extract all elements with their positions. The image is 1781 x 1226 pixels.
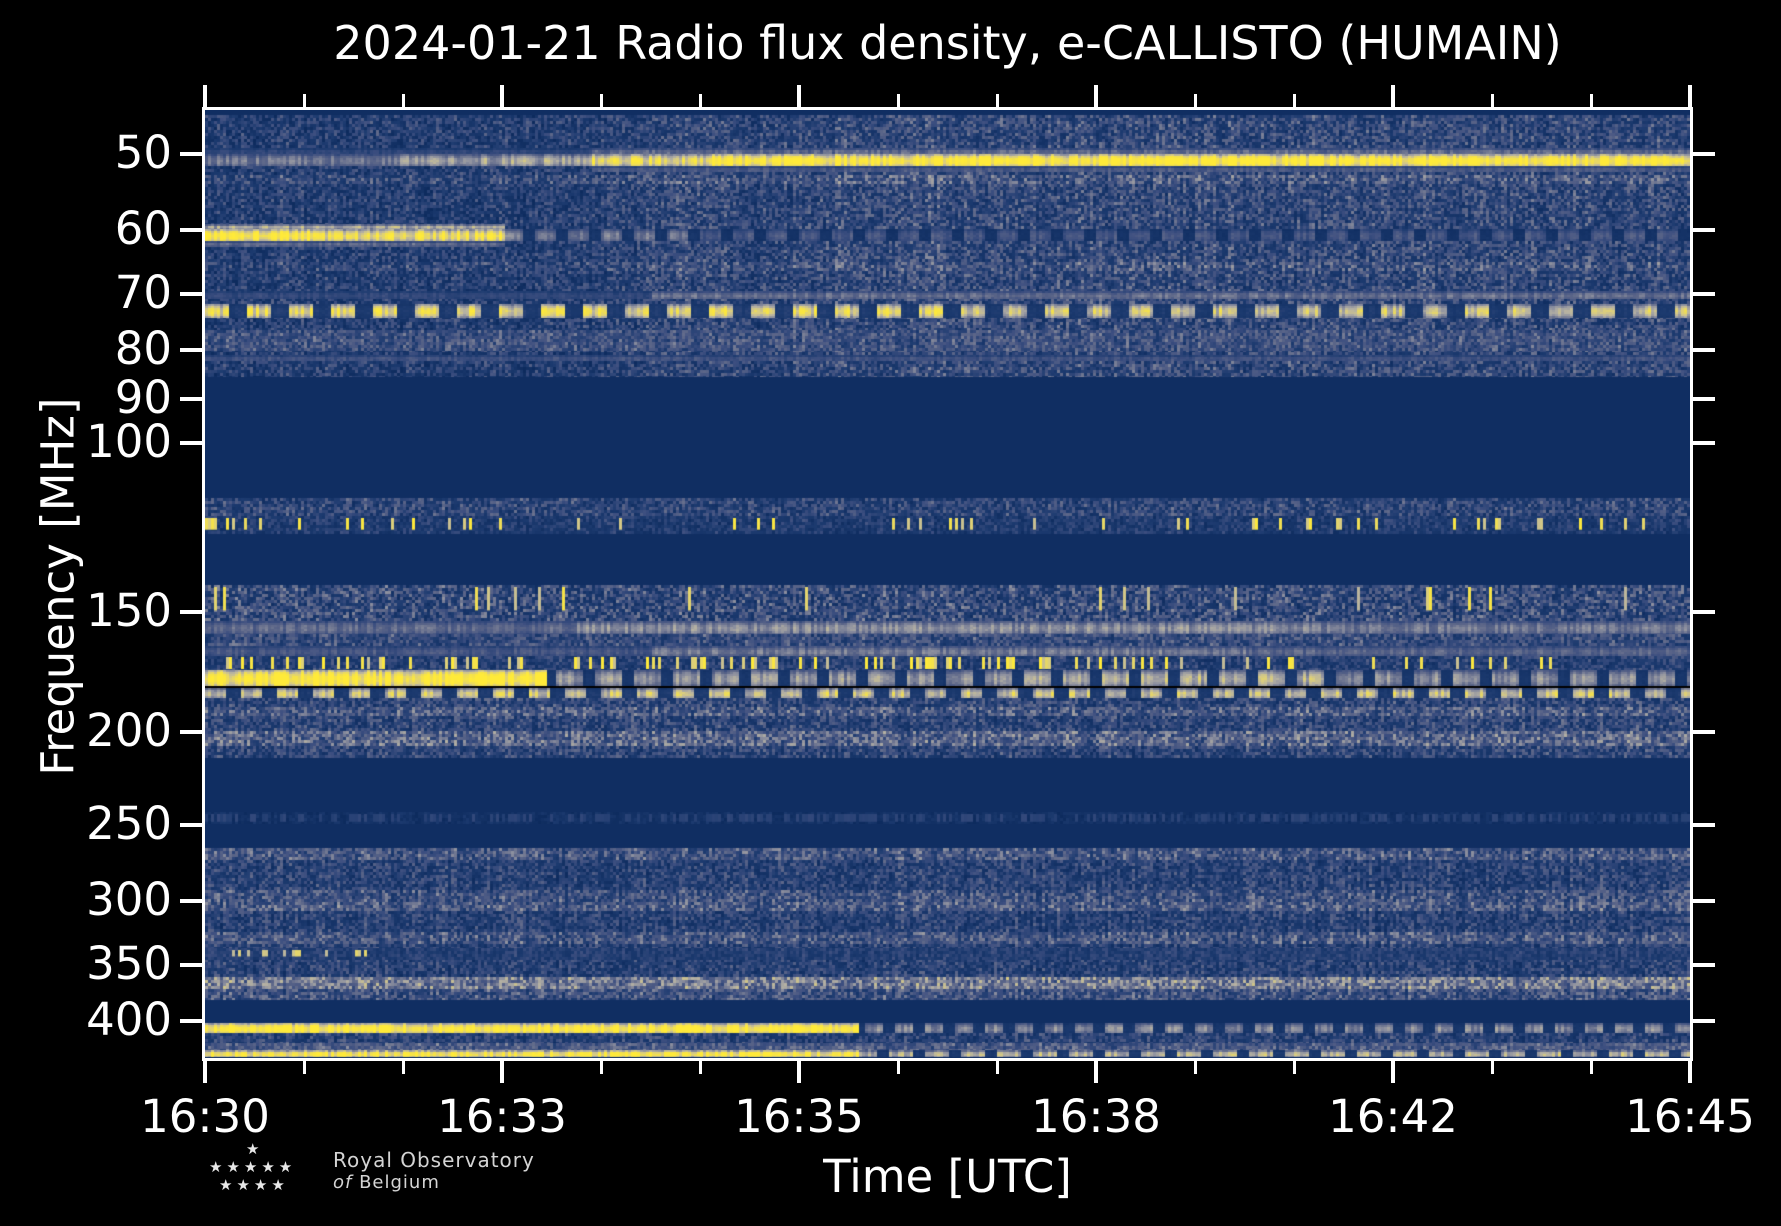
y-tick-label: 350 [86, 937, 172, 991]
logo-text-belgium: Belgium [352, 1172, 440, 1193]
x-minor-tick-top [302, 94, 306, 107]
x-minor-tick-bottom [995, 1061, 999, 1074]
y-axis-label: Frequency [MHz] [31, 397, 85, 776]
logo-stars-row1: ★ [246, 1140, 264, 1158]
y-major-tick-right [1693, 899, 1715, 904]
x-major-tick-bottom [203, 1061, 207, 1083]
y-major-tick-right [1693, 152, 1715, 156]
y-major-tick-right [1693, 610, 1715, 615]
x-tick-label: 16:38 [1031, 1090, 1161, 1143]
x-major-tick-bottom [1688, 1061, 1692, 1083]
x-tick-label: 16:33 [437, 1090, 567, 1143]
y-tick-label: 60 [114, 202, 172, 256]
x-major-tick-top [1688, 85, 1692, 107]
x-major-tick-bottom [1094, 1061, 1098, 1083]
x-minor-tick-bottom [302, 1061, 306, 1074]
x-minor-tick-bottom [1589, 1061, 1593, 1074]
x-tick-label: 16:45 [1625, 1090, 1755, 1143]
x-minor-tick-top [1589, 94, 1593, 107]
x-minor-tick-top [995, 94, 999, 107]
y-major-tick-right [1693, 441, 1715, 445]
plot-frame [202, 107, 1693, 1061]
x-minor-tick-top [1490, 94, 1494, 107]
y-major-tick-left [180, 610, 202, 615]
y-tick-label: 300 [86, 873, 172, 927]
y-major-tick-right [1693, 292, 1715, 297]
y-major-tick-left [180, 228, 202, 233]
y-major-tick-left [180, 152, 202, 156]
y-major-tick-right [1693, 347, 1715, 352]
y-major-tick-left [180, 823, 202, 828]
x-minor-tick-bottom [1292, 1061, 1296, 1074]
y-major-tick-right [1693, 963, 1715, 968]
x-major-tick-top [1391, 85, 1395, 107]
x-tick-label: 16:35 [734, 1090, 864, 1143]
x-minor-tick-bottom [896, 1061, 900, 1074]
y-major-tick-left [180, 397, 202, 402]
y-major-tick-left [180, 347, 202, 352]
x-axis-label: Time [UTC] [823, 1150, 1072, 1203]
x-minor-tick-bottom [599, 1061, 603, 1074]
y-major-tick-right [1693, 730, 1715, 734]
x-minor-tick-top [599, 94, 603, 107]
x-major-tick-top [500, 85, 504, 107]
y-major-tick-right [1693, 397, 1715, 402]
y-tick-label: 70 [114, 266, 172, 320]
x-major-tick-top [1094, 85, 1098, 107]
x-minor-tick-top [1193, 94, 1197, 107]
x-minor-tick-bottom [698, 1061, 702, 1074]
y-tick-label: 100 [86, 415, 172, 468]
y-major-tick-left [180, 963, 202, 968]
chart-title: 2024-01-21 Radio flux density, e-CALLIST… [333, 16, 1562, 70]
y-tick-label: 90 [114, 371, 172, 425]
logo-text-of: of [333, 1172, 353, 1193]
y-major-tick-left [180, 899, 202, 904]
x-major-tick-bottom [500, 1061, 504, 1083]
x-minor-tick-bottom [1193, 1061, 1197, 1074]
y-major-tick-right [1693, 823, 1715, 828]
x-minor-tick-bottom [401, 1061, 405, 1074]
y-major-tick-left [180, 292, 202, 297]
y-tick-label: 150 [86, 584, 172, 638]
y-tick-label: 400 [86, 993, 172, 1046]
y-tick-label: 50 [114, 126, 172, 179]
x-tick-label: 16:42 [1328, 1090, 1458, 1143]
x-minor-tick-top [698, 94, 702, 107]
y-tick-label: 250 [86, 797, 172, 851]
logo-stars-row3: ★★★★ [219, 1176, 289, 1194]
y-tick-label: 200 [86, 704, 172, 757]
y-major-tick-left [180, 1019, 202, 1023]
y-major-tick-right [1693, 228, 1715, 233]
x-major-tick-top [797, 85, 801, 107]
y-tick-label: 80 [114, 321, 172, 375]
spectrogram-heatmap [205, 110, 1690, 1058]
logo-stars-row2: ★★★★★ [209, 1158, 297, 1176]
y-major-tick-right [1693, 1019, 1715, 1023]
x-major-tick-bottom [797, 1061, 801, 1083]
y-major-tick-left [180, 730, 202, 734]
x-minor-tick-bottom [1490, 1061, 1494, 1074]
x-major-tick-top [203, 85, 207, 107]
x-minor-tick-top [896, 94, 900, 107]
logo-text-line1: Royal Observatory [333, 1148, 535, 1172]
y-major-tick-left [180, 441, 202, 445]
x-major-tick-bottom [1391, 1061, 1395, 1083]
x-minor-tick-top [401, 94, 405, 107]
logo-text-line2: of Belgium [333, 1172, 440, 1193]
x-tick-label: 16:30 [140, 1090, 270, 1143]
x-minor-tick-top [1292, 94, 1296, 107]
